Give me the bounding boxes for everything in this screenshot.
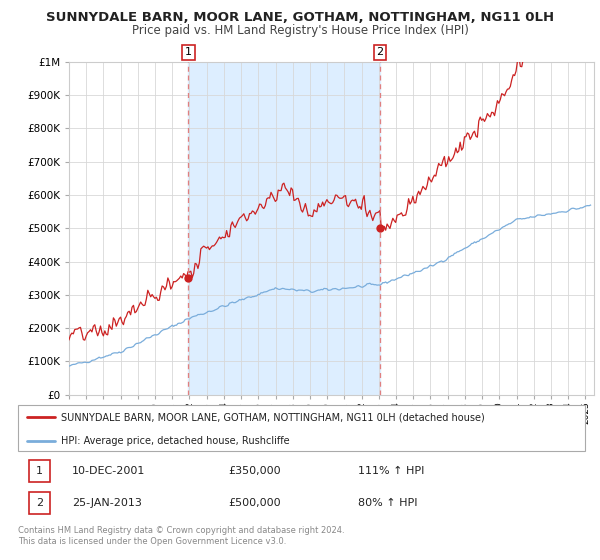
Text: £500,000: £500,000 [228,498,280,508]
Text: SUNNYDALE BARN, MOOR LANE, GOTHAM, NOTTINGHAM, NG11 0LH (detached house): SUNNYDALE BARN, MOOR LANE, GOTHAM, NOTTI… [61,412,484,422]
Text: 111% ↑ HPI: 111% ↑ HPI [358,466,425,476]
Text: 2: 2 [376,48,383,58]
Text: SUNNYDALE BARN, MOOR LANE, GOTHAM, NOTTINGHAM, NG11 0LH: SUNNYDALE BARN, MOOR LANE, GOTHAM, NOTTI… [46,11,554,24]
FancyBboxPatch shape [29,492,50,514]
Text: 80% ↑ HPI: 80% ↑ HPI [358,498,418,508]
Text: Price paid vs. HM Land Registry's House Price Index (HPI): Price paid vs. HM Land Registry's House … [131,24,469,36]
Text: £350,000: £350,000 [228,466,280,476]
FancyBboxPatch shape [18,405,585,451]
Text: 10-DEC-2001: 10-DEC-2001 [72,466,145,476]
Text: 1: 1 [185,48,192,58]
Text: HPI: Average price, detached house, Rushcliffe: HPI: Average price, detached house, Rush… [61,436,289,446]
FancyBboxPatch shape [29,460,50,482]
Bar [188,62,380,395]
Text: 25-JAN-2013: 25-JAN-2013 [72,498,142,508]
Text: Contains HM Land Registry data © Crown copyright and database right 2024.
This d: Contains HM Land Registry data © Crown c… [18,526,344,546]
Text: 1: 1 [36,466,43,476]
Text: 2: 2 [36,498,43,508]
